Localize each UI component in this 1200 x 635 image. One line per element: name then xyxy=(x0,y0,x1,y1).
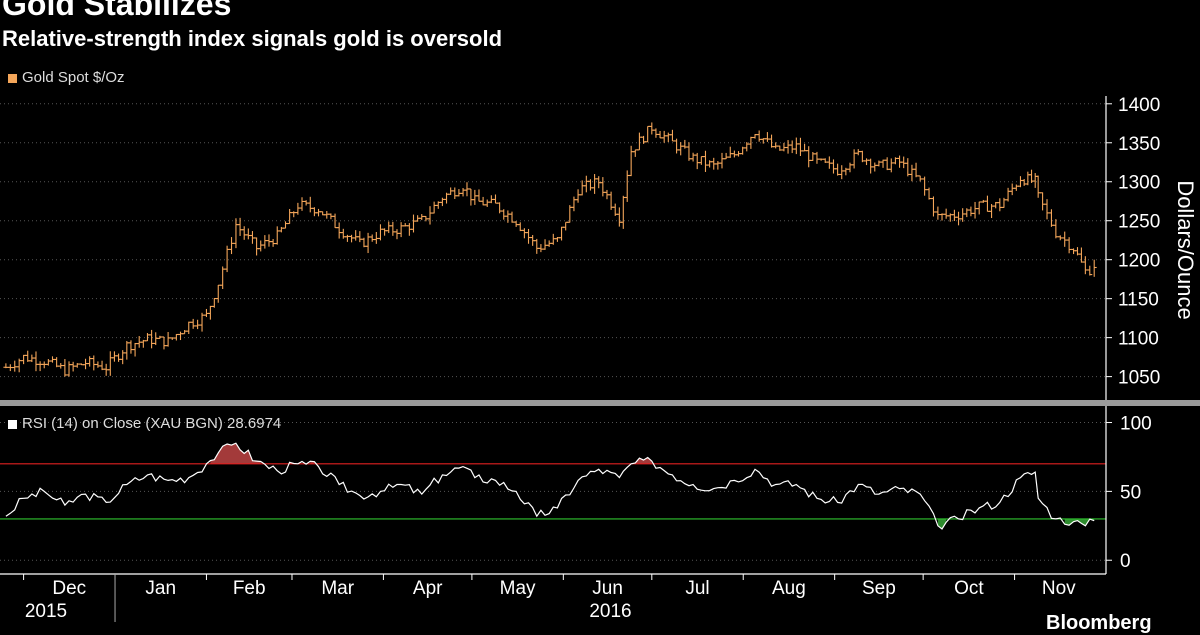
chart-title: Gold Stabilizes xyxy=(2,0,232,22)
month-label: Dec xyxy=(52,578,86,599)
month-label: Oct xyxy=(954,578,984,599)
month-label: Mar xyxy=(321,578,354,599)
price-legend-swatch xyxy=(8,73,17,83)
month-label: Apr xyxy=(413,578,443,599)
price-y-tick-label: 1100 xyxy=(1118,329,1159,350)
price-y-axis-title: Dollars/Ounce xyxy=(1173,180,1198,319)
rsi-legend-swatch xyxy=(8,419,17,429)
rsi-legend-label: RSI (14) on Close (XAU BGN) 28.6974 xyxy=(22,415,282,432)
brand-logo: Bloomberg xyxy=(1046,612,1152,634)
rsi-series xyxy=(5,442,1095,530)
price-y-tick-label: 1050 xyxy=(1118,368,1160,389)
year-label: 2016 xyxy=(589,601,631,622)
rsi-y-tick-label: 0 xyxy=(1120,551,1131,572)
chart-subtitle: Relative-strength index signals gold is … xyxy=(2,26,503,51)
rsi-y-tick-label: 100 xyxy=(1120,414,1152,435)
x-axis: Dec Jan Feb Mar Apr May Jun Jul Aug Sep Oct Nov 2015… xyxy=(0,573,1106,622)
price-y-tick-label: 1250 xyxy=(1118,212,1160,233)
price-y-tick-label: 1200 xyxy=(1118,251,1160,272)
price-legend-label: Gold Spot $/Oz xyxy=(22,69,125,86)
rsi-y-tick-label: 50 xyxy=(1120,482,1141,503)
month-label: Feb xyxy=(233,578,266,599)
price-y-axis: 1050 1100 1150 1200 1250 1300 1350 1400 xyxy=(1105,95,1160,400)
price-y-tick-label: 1400 xyxy=(1118,95,1160,116)
rsi-grid xyxy=(0,422,1106,561)
rsi-legend: RSI (14) on Close (XAU BGN) 28.6974 xyxy=(8,415,281,432)
month-label: Aug xyxy=(772,578,806,599)
price-series xyxy=(3,122,1097,377)
rsi-y-axis: 0 50 100 xyxy=(1105,406,1152,574)
month-label: May xyxy=(500,578,536,599)
month-label: Jul xyxy=(685,578,709,599)
year-label: 2015 xyxy=(25,601,67,622)
month-label: Jan xyxy=(145,578,176,599)
overbought-area xyxy=(210,443,261,464)
month-label: Nov xyxy=(1042,578,1076,599)
oversold-area xyxy=(937,518,947,529)
month-label: Sep xyxy=(862,578,896,599)
price-y-tick-label: 1300 xyxy=(1118,173,1160,194)
panel-separator xyxy=(0,400,1200,406)
price-legend: Gold Spot $/Oz xyxy=(8,69,125,86)
month-label: Jun xyxy=(592,578,623,599)
rsi-fills xyxy=(210,443,1095,529)
price-grid xyxy=(0,103,1106,378)
price-y-tick-label: 1150 xyxy=(1118,290,1159,311)
price-y-tick-label: 1350 xyxy=(1118,134,1160,155)
oversold-area xyxy=(1064,518,1095,526)
